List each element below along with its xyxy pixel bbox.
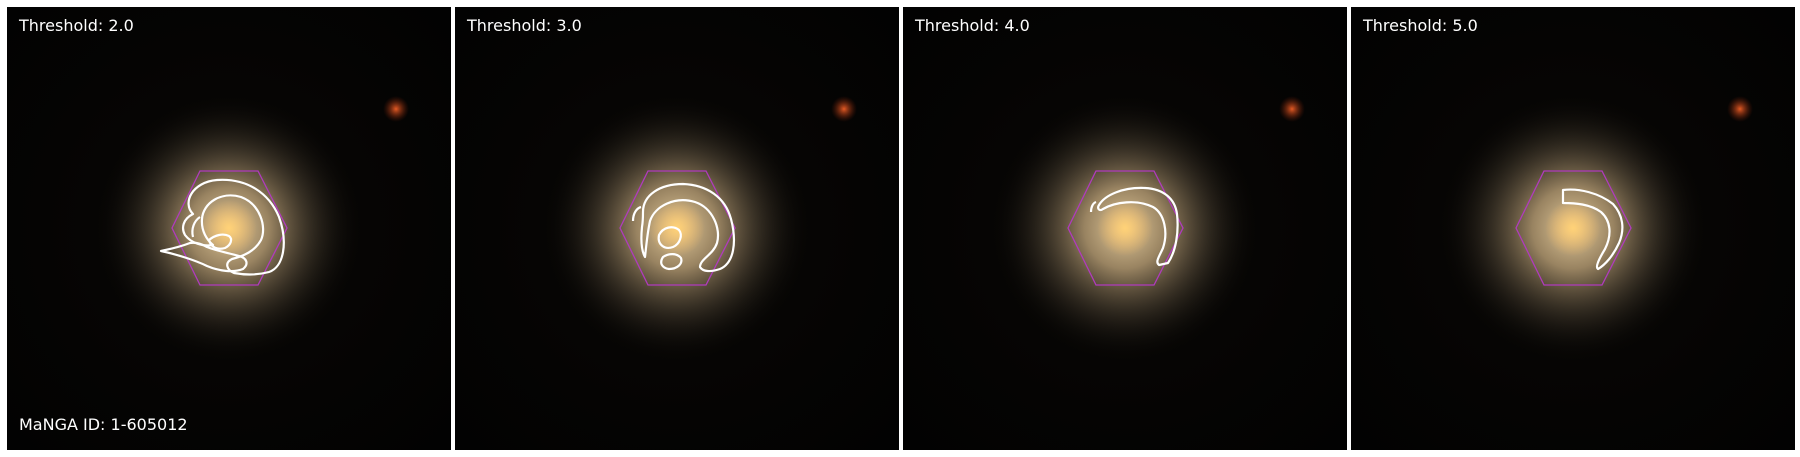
image-panel-threshold-4: Threshold: 4.0 (903, 7, 1347, 450)
manga-id-label: MaNGA ID: 1-605012 (19, 415, 188, 434)
contour-group (631, 182, 735, 273)
galaxy-image (542, 93, 857, 363)
threshold-label: Threshold: 5.0 (1363, 16, 1478, 35)
companion-source (1279, 96, 1305, 122)
galaxy-core (201, 200, 257, 256)
galaxy-image (1438, 93, 1753, 363)
ifu-hexagon (1067, 170, 1184, 286)
image-panel-threshold-5: Threshold: 5.0 (1351, 7, 1795, 450)
contour-lobe (159, 241, 248, 273)
ifu-hexagon (171, 170, 288, 286)
contour-inner (657, 226, 682, 249)
contour-group (1089, 186, 1179, 267)
galaxy-core (1545, 200, 1601, 256)
contour-fragment (1089, 200, 1097, 213)
companion-source (383, 96, 409, 122)
image-panel-threshold-2: Threshold: 2.0 MaNGA ID: 1-605012 (7, 7, 451, 450)
galaxy-image (94, 93, 409, 363)
threshold-label: Threshold: 3.0 (467, 16, 582, 35)
galaxy-image (990, 93, 1305, 363)
threshold-label: Threshold: 2.0 (19, 16, 134, 35)
contour-group (1561, 188, 1624, 271)
ifu-hexagon (1515, 170, 1632, 286)
contour-fragment (631, 205, 642, 222)
galaxy-core (1097, 200, 1153, 256)
contour-arm (1097, 186, 1179, 267)
contour-arm (1561, 188, 1624, 271)
contour-arm (640, 182, 735, 273)
ifu-hexagon (619, 170, 736, 286)
companion-source (1727, 96, 1753, 122)
companion-source (831, 96, 857, 122)
image-panel-threshold-3: Threshold: 3.0 (455, 7, 899, 450)
contour-blob (660, 253, 683, 271)
contour-inner (207, 233, 233, 250)
contour-fragment (191, 216, 201, 238)
contour-group (159, 178, 285, 276)
threshold-label: Threshold: 4.0 (915, 16, 1030, 35)
